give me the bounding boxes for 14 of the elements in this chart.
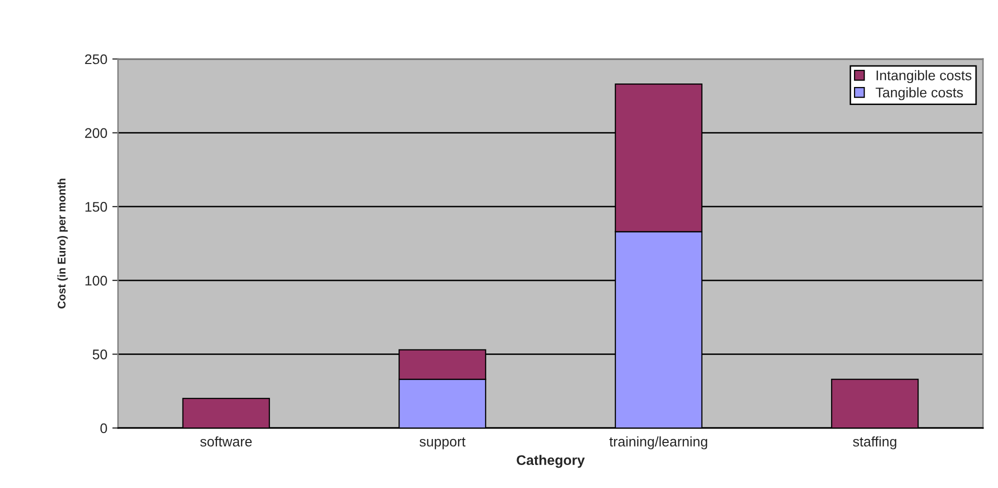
x-tick-label: software	[200, 436, 252, 447]
legend-label: Tangible costs	[876, 87, 963, 100]
y-axis-title: Cost (in Euro) per month	[57, 178, 68, 308]
x-axis-title: Cathegory	[516, 454, 585, 468]
y-tick-label: 200	[85, 128, 108, 138]
y-tick-label: 100	[85, 276, 108, 286]
y-tick-label: 250	[85, 54, 108, 64]
x-tick-label: training/learning	[609, 436, 708, 450]
y-tick-label: 50	[92, 350, 108, 360]
x-tick-label: support	[420, 437, 466, 450]
legend-label: Intangible costs	[876, 70, 972, 84]
y-tick-label: 0	[100, 423, 108, 434]
x-tick-label: staffing	[852, 436, 896, 450]
y-tick-label: 150	[85, 202, 108, 212]
